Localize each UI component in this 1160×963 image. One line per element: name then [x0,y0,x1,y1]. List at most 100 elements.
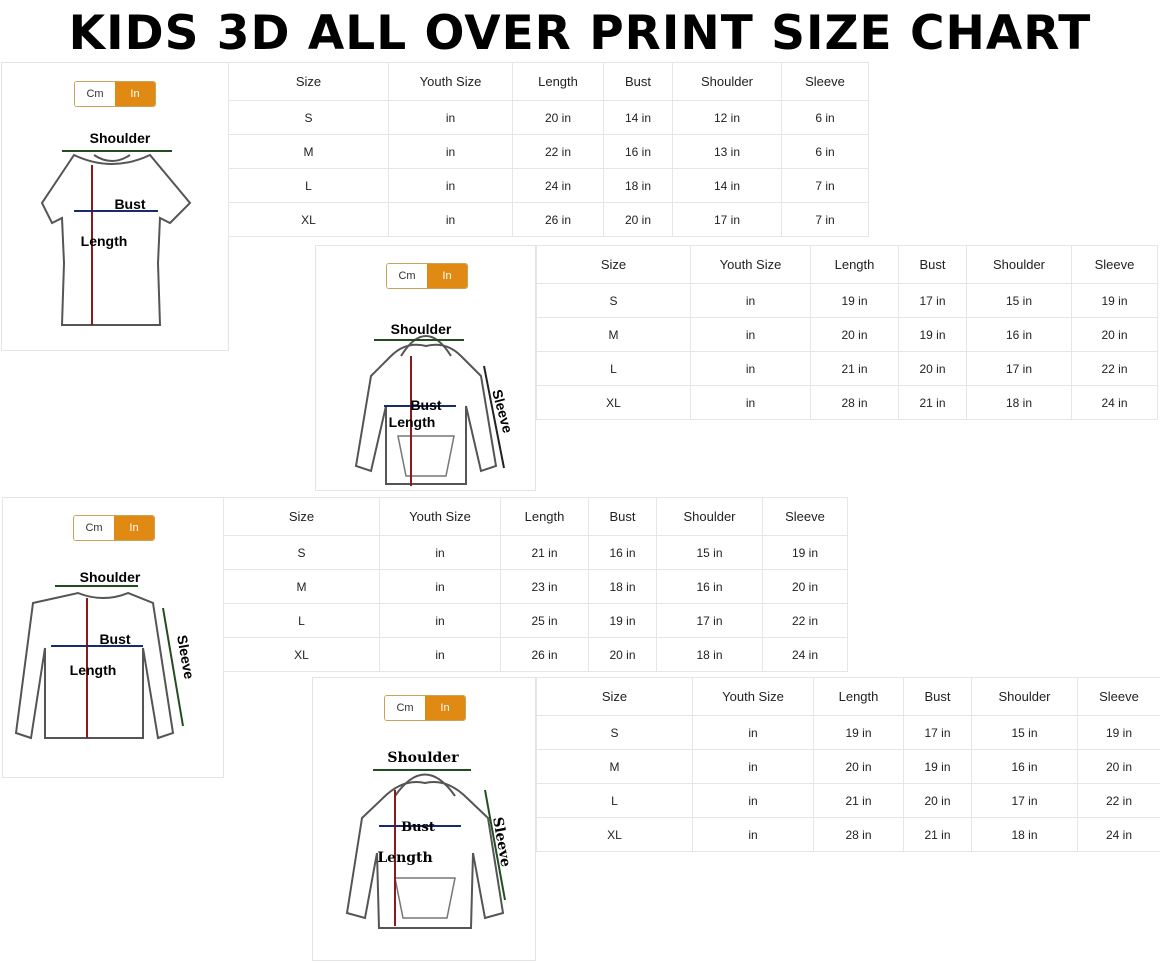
table-cell: 20 in [762,569,848,604]
column-header: Sleeve [1071,245,1158,284]
table-cell: in [692,817,814,852]
table-cell: 18 in [588,569,657,604]
table-cell: 24 in [1077,817,1160,852]
table-cell: 16 in [588,535,657,570]
table-header-row: Size Youth Size Length Bust Shoulder Sleeve [536,677,1160,716]
table-cell: in [388,134,513,169]
column-header: Shoulder [966,245,1072,284]
unit-cm-button[interactable]: Cm [387,264,427,288]
table-cell: M [228,134,389,169]
length-label: Length [70,662,117,678]
table-cell: in [379,603,501,638]
table-cell: 21 in [903,817,972,852]
table-cell: 21 in [898,385,967,420]
shoulder-label: Shoulder [391,321,452,337]
column-header: Length [813,677,904,716]
table-cell: 19 in [810,283,899,318]
unit-toggle[interactable]: Cm In [74,81,156,107]
column-header: Size [223,497,380,536]
table-cell: in [690,317,811,352]
table-cell: M [223,569,380,604]
length-label: Length [377,850,432,866]
column-header: Size [536,245,691,284]
table-cell: S [228,100,389,135]
table-cell: 21 in [810,351,899,386]
unit-in-button[interactable]: In [425,696,465,720]
column-header: Length [512,62,604,101]
table-cell: in [379,535,501,570]
table-cell: S [536,283,691,318]
length-label: Length [389,414,436,430]
table-cell: 28 in [813,817,904,852]
table-cell: 26 in [512,202,604,237]
table-cell: 20 in [813,749,904,784]
table-cell: 18 in [603,168,673,203]
table-cell: 19 in [1071,283,1158,318]
table-cell: 15 in [966,283,1072,318]
table-cell: M [536,317,691,352]
table-cell: 6 in [781,100,869,135]
table-cell: 6 in [781,134,869,169]
table-cell: 23 in [500,569,589,604]
bust-label: Bust [99,631,130,647]
column-header: Bust [903,677,972,716]
table-cell: in [388,168,513,203]
table-cell: XL [536,817,693,852]
column-header: Youth Size [692,677,814,716]
table-cell: 15 in [971,715,1078,750]
unit-cm-button[interactable]: Cm [74,516,114,540]
column-header: Sleeve [762,497,848,536]
column-header: Sleeve [781,62,869,101]
table-cell: 25 in [500,603,589,638]
unit-cm-button[interactable]: Cm [385,696,425,720]
table-cell: 7 in [781,202,869,237]
unit-toggle[interactable]: Cm In [386,263,468,289]
column-header: Youth Size [690,245,811,284]
table-row: XL in 26 in 20 in 18 in 24 in [223,637,848,672]
table-header-row: Size Youth Size Length Bust Shoulder Sleeve [228,62,869,101]
unit-in-button[interactable]: In [114,516,154,540]
table-cell: 19 in [903,749,972,784]
table-cell: in [692,783,814,818]
table-cell: 18 in [966,385,1072,420]
unit-toggle[interactable]: Cm In [384,695,466,721]
table-header-row: Size Youth Size Length Bust Shoulder Sleeve [536,245,1158,284]
table-row: XL in 28 in 21 in 18 in 24 in [536,385,1158,420]
table-cell: 20 in [512,100,604,135]
table-cell: 26 in [500,637,589,672]
table-cell: 14 in [603,100,673,135]
table-cell: in [379,637,501,672]
column-header: Bust [898,245,967,284]
table-cell: in [379,569,501,604]
table-cell: 19 in [762,535,848,570]
table-cell: L [536,783,693,818]
table-cell: L [228,168,389,203]
long-sleeve-icon: Shoulder Bust Length Sleeve [14,569,198,740]
table-cell: XL [223,637,380,672]
table-cell: 21 in [813,783,904,818]
column-header: Size [228,62,389,101]
table-cell: 20 in [903,783,972,818]
shoulder-label: Shoulder [387,750,459,766]
unit-in-button[interactable]: In [115,82,155,106]
bust-label: Bust [401,820,435,835]
sleeve-label: Sleeve [174,634,197,681]
table-cell: in [388,202,513,237]
table-cell: 20 in [898,351,967,386]
table-cell: S [536,715,693,750]
column-header: Shoulder [656,497,763,536]
table-row: XL in 28 in 21 in 18 in 24 in [536,817,1160,852]
column-header: Shoulder [971,677,1078,716]
unit-in-button[interactable]: In [427,264,467,288]
unit-cm-button[interactable]: Cm [75,82,115,106]
unit-toggle[interactable]: Cm In [73,515,155,541]
